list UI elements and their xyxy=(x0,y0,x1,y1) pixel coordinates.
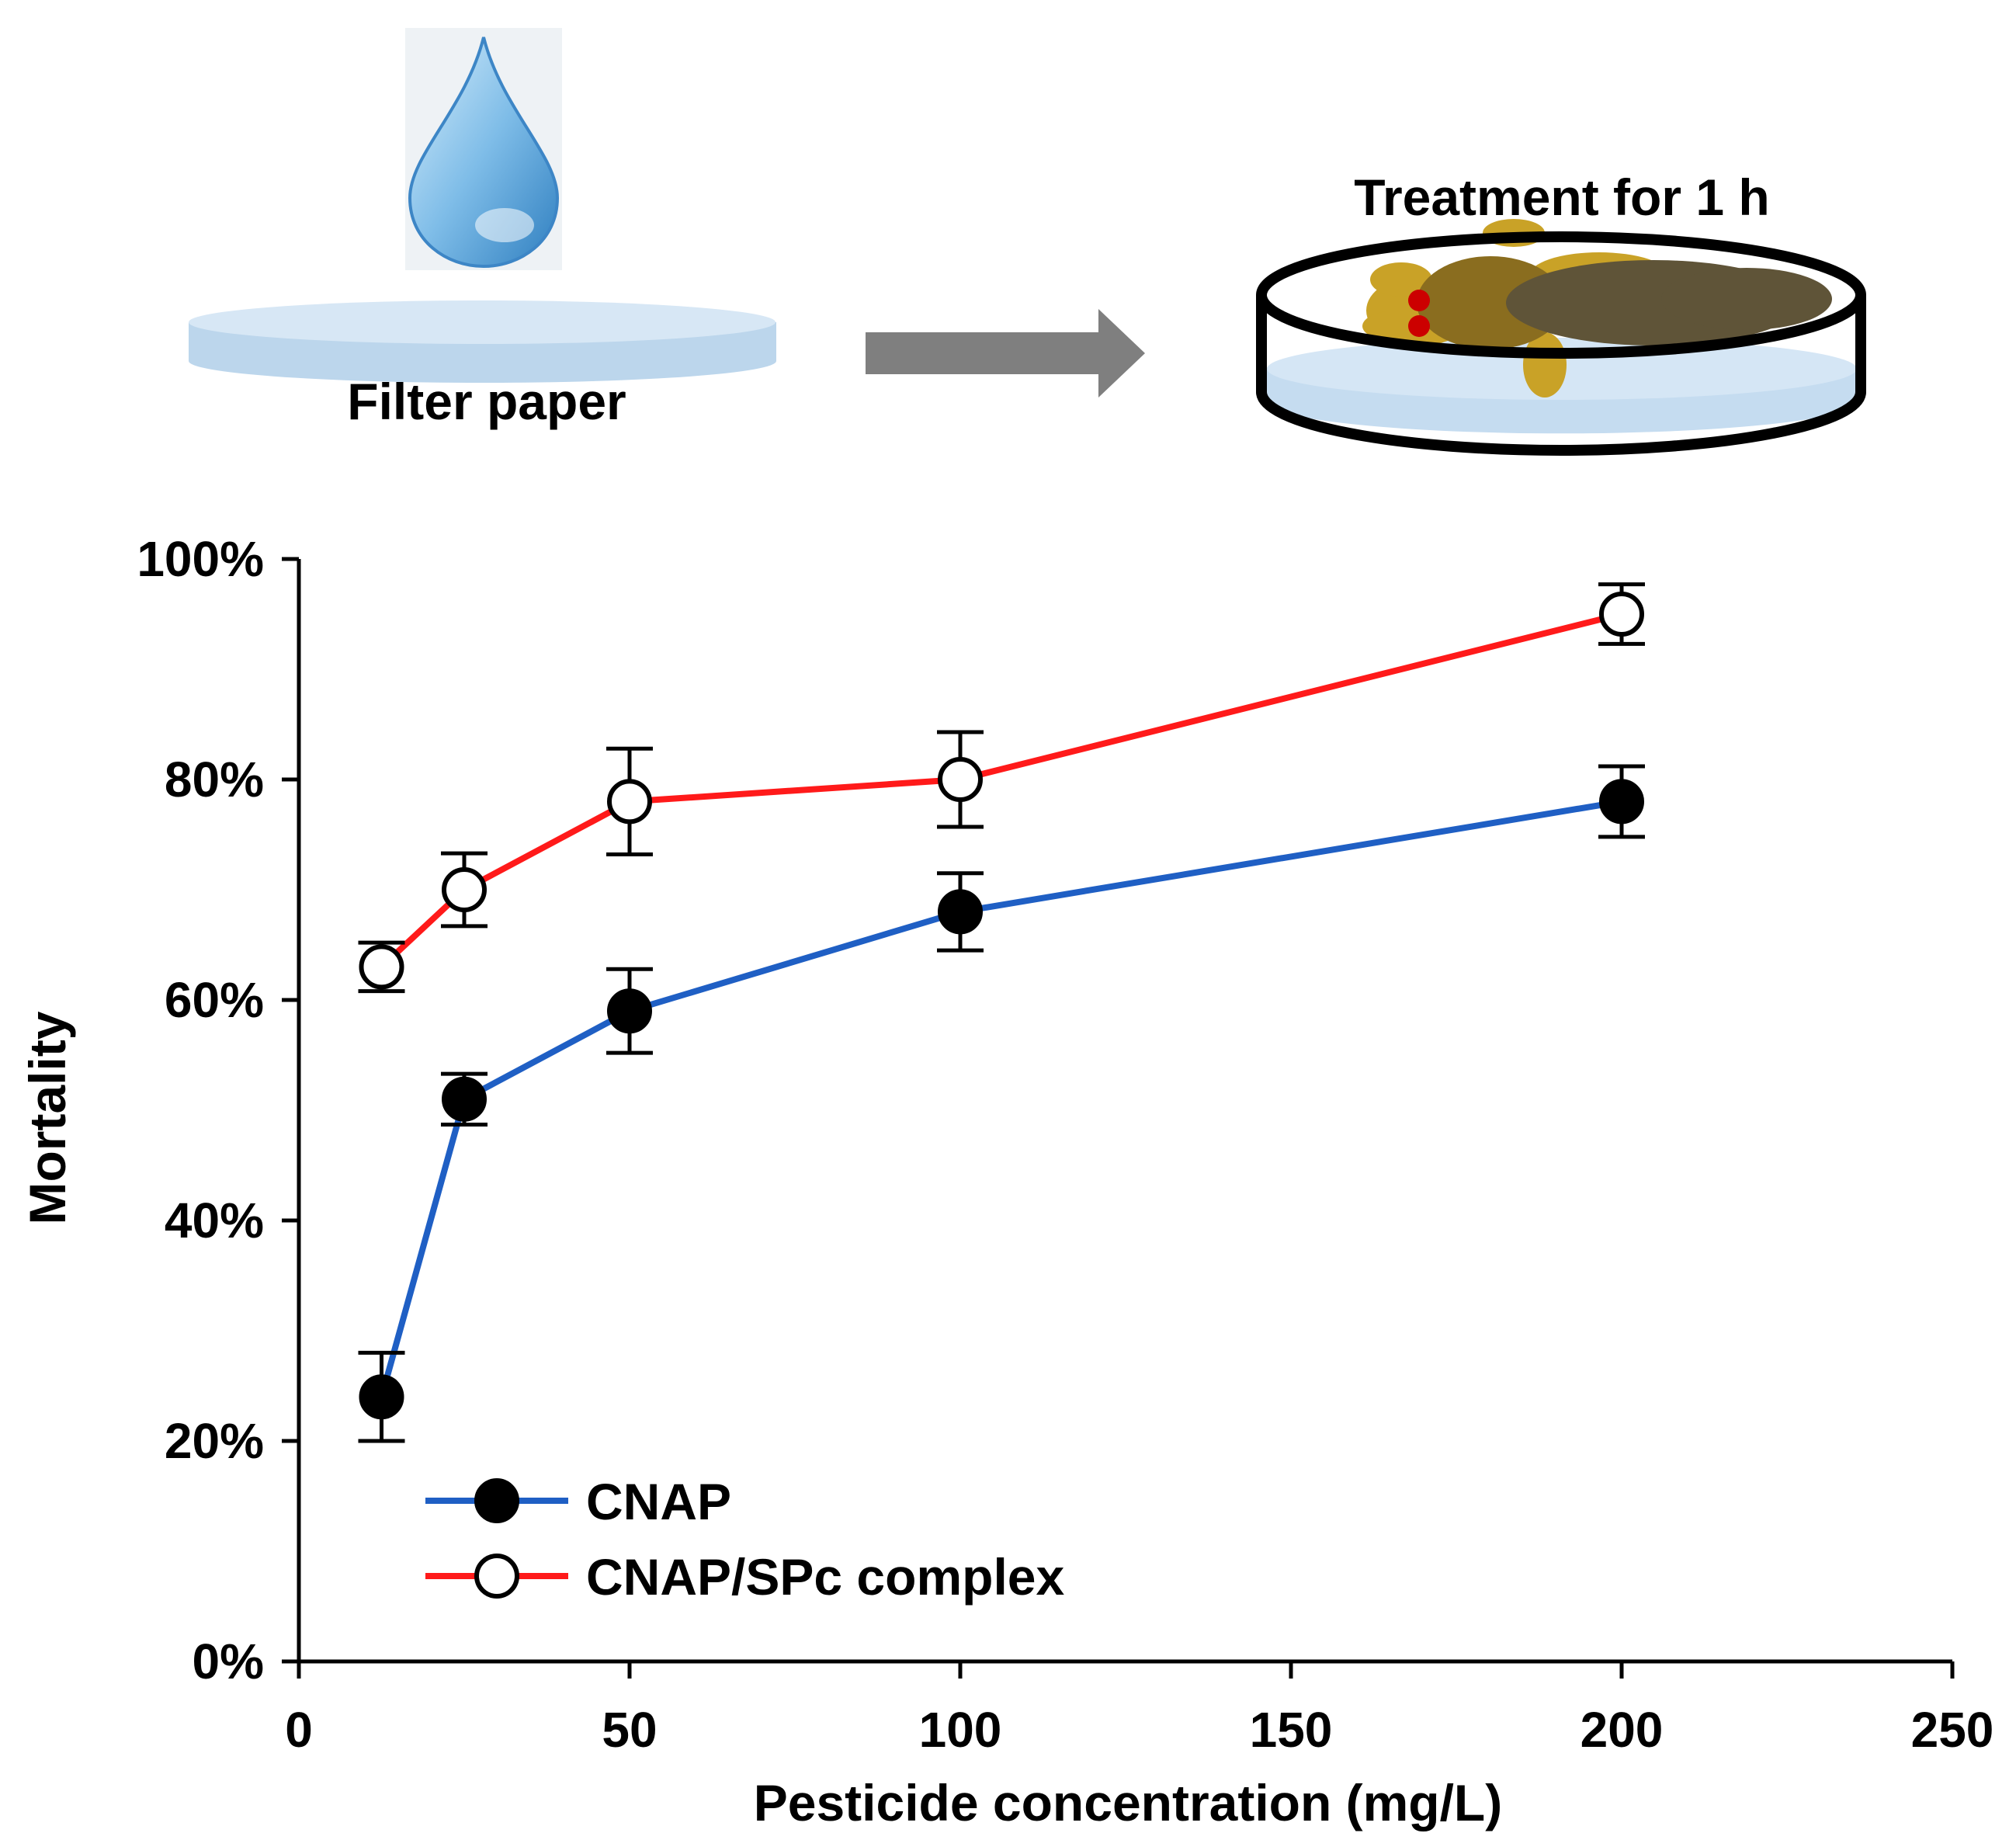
legend-label: CNAP xyxy=(586,1473,731,1530)
y-tick-label: 20% xyxy=(165,1413,264,1469)
legend-label: CNAP/SPc complex xyxy=(586,1548,1064,1606)
y-tick-label: 60% xyxy=(165,972,264,1028)
data-point xyxy=(359,1374,404,1420)
series-line xyxy=(379,611,1622,970)
y-tick-label: 0% xyxy=(193,1633,265,1689)
y-tick-label: 80% xyxy=(165,752,264,807)
series-cnap xyxy=(358,764,1645,1443)
series-cnap-spc xyxy=(358,582,1645,994)
data-point xyxy=(1599,779,1644,825)
legend: CNAP CNAP/SPc complex xyxy=(425,1473,1064,1606)
x-tick-label: 50 xyxy=(602,1702,657,1758)
water-drop-icon xyxy=(408,36,560,269)
y-tick-label: 100% xyxy=(137,531,264,587)
filter-paper-disc xyxy=(189,300,776,384)
legend-entry: CNAP xyxy=(425,1473,731,1530)
treatment-label: Treatment for 1 h xyxy=(1354,168,1769,226)
legend-marker xyxy=(474,1554,519,1599)
data-point xyxy=(442,1076,487,1122)
larva-eye xyxy=(1408,290,1430,311)
x-tick-label: 0 xyxy=(285,1702,313,1758)
data-point xyxy=(1599,592,1644,637)
axes xyxy=(297,559,1952,1664)
mortality-chart: 0% 20% 40% 60% 80% 100% 0 50 100 150 200 250 Pesti… xyxy=(19,531,1993,1831)
data-point xyxy=(607,988,652,1034)
larva-icon xyxy=(1362,219,1832,398)
data-point xyxy=(359,944,404,990)
series-line xyxy=(378,798,1622,1398)
x-tick-label: 150 xyxy=(1250,1702,1333,1758)
arrow-right-icon xyxy=(866,309,1145,398)
series-layer xyxy=(358,582,1645,1443)
petri-dish-icon xyxy=(1256,219,1866,456)
data-point xyxy=(938,757,983,802)
larva-eye xyxy=(1408,315,1430,337)
data-point xyxy=(938,889,983,935)
x-tick-label: 250 xyxy=(1911,1702,1994,1758)
y-axis-ticks: 0% 20% 40% 60% 80% 100% xyxy=(137,531,299,1689)
x-tick-label: 200 xyxy=(1581,1702,1664,1758)
filter-paper-label: Filter paper xyxy=(347,373,626,430)
data-point xyxy=(607,779,652,825)
y-axis-title: Mortality xyxy=(19,1011,76,1224)
data-point xyxy=(442,867,487,912)
x-axis-ticks: 0 50 100 150 200 250 xyxy=(285,1661,1993,1758)
legend-entry: CNAP/SPc complex xyxy=(425,1548,1064,1606)
x-tick-label: 100 xyxy=(919,1702,1002,1758)
x-axis-title: Pesticide concentration (mg/L) xyxy=(754,1774,1502,1831)
legend-marker xyxy=(474,1478,519,1523)
illustration: Filter paper xyxy=(189,28,1866,456)
y-tick-label: 40% xyxy=(165,1193,264,1248)
drop-highlight xyxy=(475,208,534,242)
